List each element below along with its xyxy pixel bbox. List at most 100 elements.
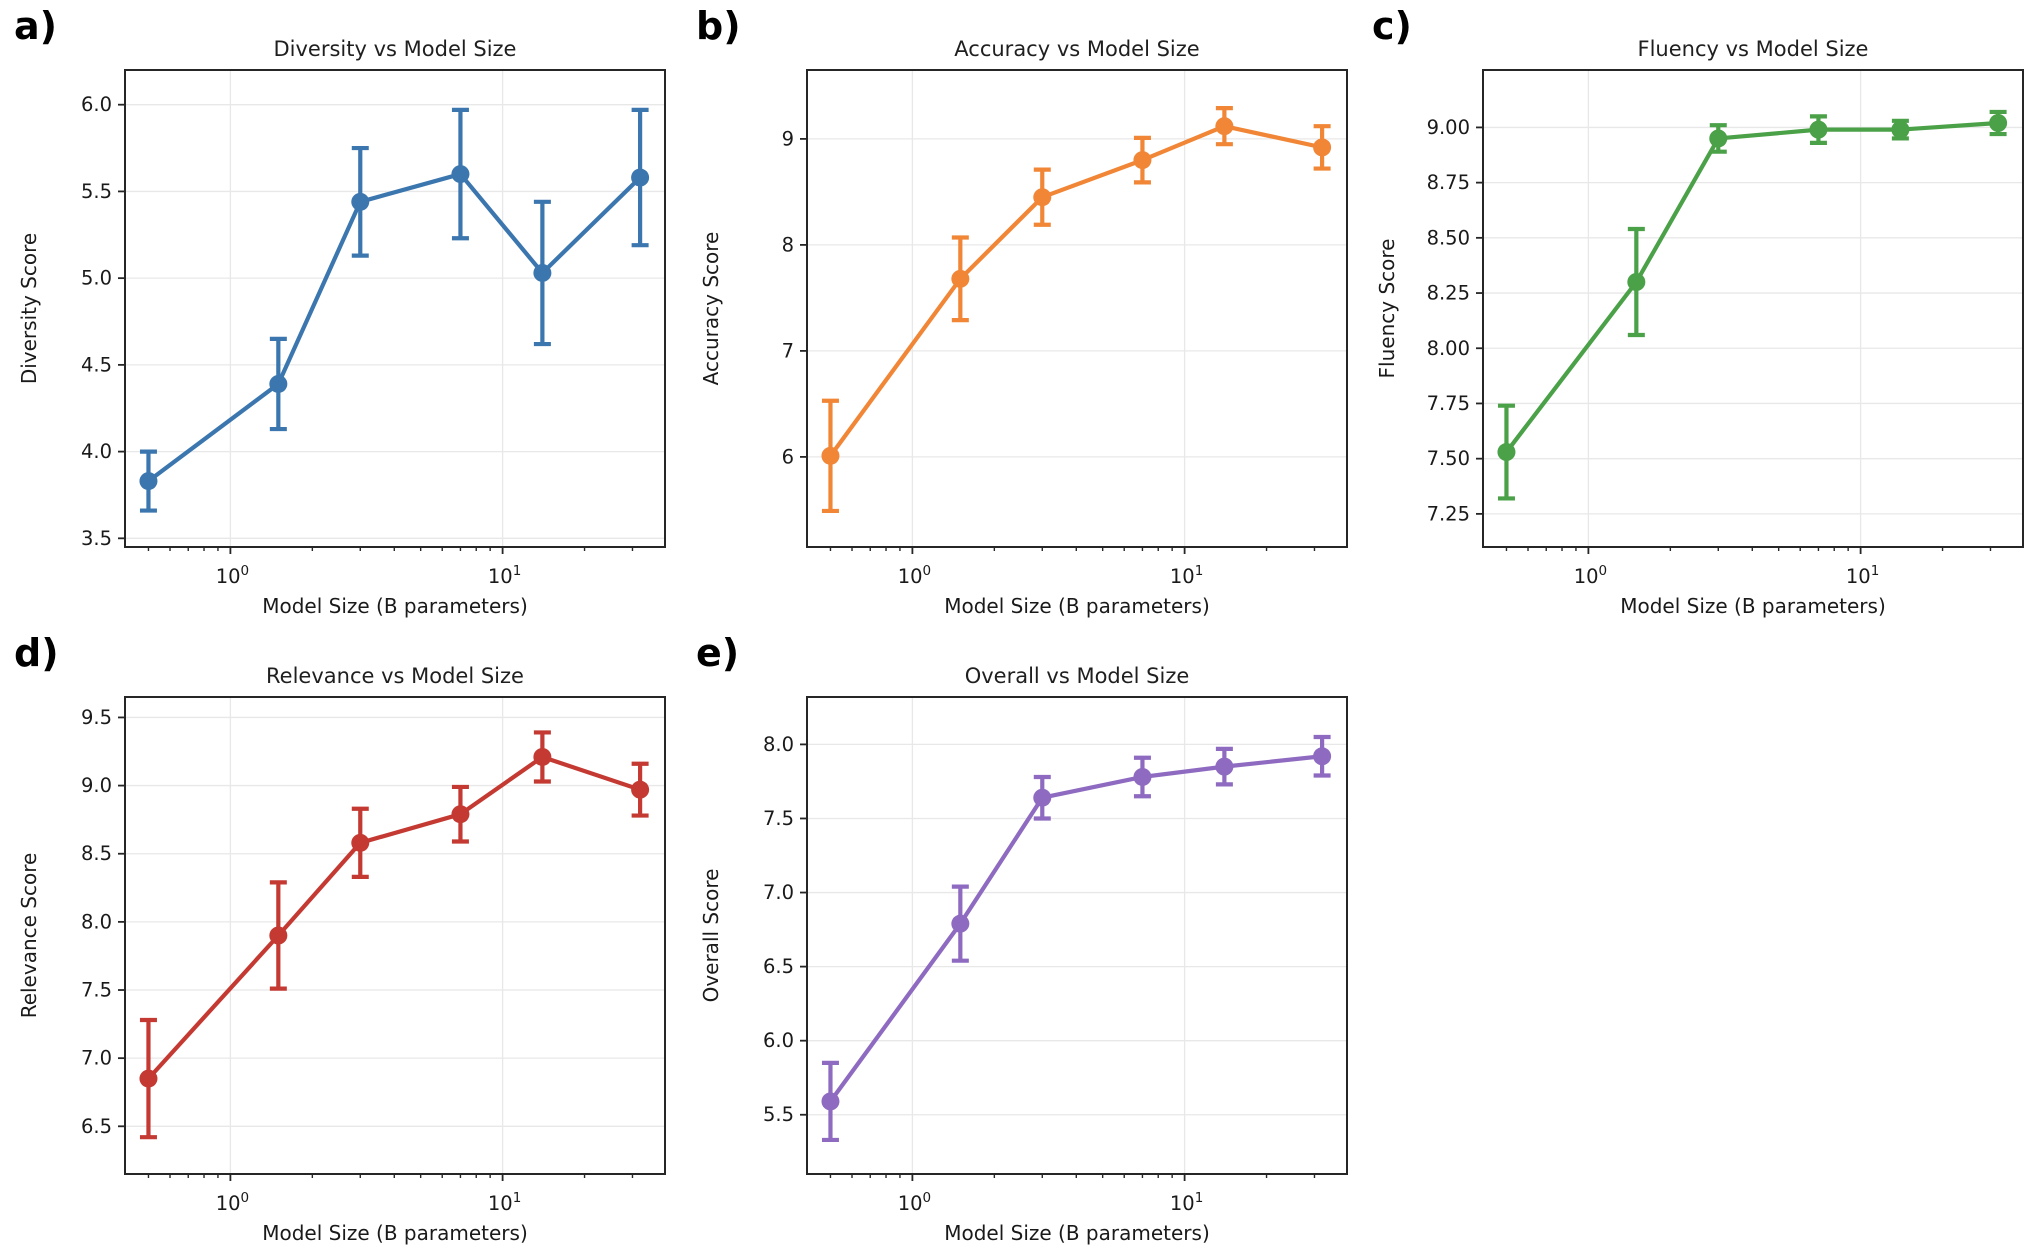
y-tick-label: 6.0 xyxy=(81,93,112,116)
data-point xyxy=(1133,767,1152,786)
y-tick-label: 6 xyxy=(782,445,794,468)
panel-label-a: a) xyxy=(14,4,58,48)
data-point xyxy=(821,1092,840,1111)
panel-c-fluency: c) 7.25 7.50 7.75 8.00 8.25 8.50 8.75 9.00 100 10… xyxy=(1358,0,2044,627)
panel-a-diversity: a) 3.5 4.0 4.5 5.0 5.5 6.0 100 101 Diversity vs … xyxy=(0,0,686,627)
x-axis-label: Model Size (B parameters) xyxy=(944,1221,1210,1245)
axes-spines xyxy=(1482,69,2024,548)
data-point xyxy=(1215,117,1234,136)
panel-label-b: b) xyxy=(696,4,741,48)
y-tick-label: 4.5 xyxy=(81,353,112,376)
y-tick-label: 5.5 xyxy=(763,1103,794,1126)
x-tick-label: 100 xyxy=(1574,563,1607,588)
y-tick-label: 3.5 xyxy=(81,527,112,550)
data-point xyxy=(451,165,470,184)
panel-d-relevance: d) 6.5 7.0 7.5 8.0 8.5 9.0 9.5 100 101 Relevance … xyxy=(0,627,686,1250)
x-tick-label: 101 xyxy=(1846,563,1879,588)
y-tick-label: 7.5 xyxy=(763,807,794,830)
data-point xyxy=(631,168,650,187)
y-tick-label: 4.0 xyxy=(81,440,112,463)
data-point xyxy=(1891,120,1910,139)
data-point xyxy=(269,926,288,945)
x-tick-label: 101 xyxy=(1170,1190,1203,1215)
x-tick-label: 101 xyxy=(488,1190,521,1215)
y-tick-label: 7.0 xyxy=(81,1047,112,1070)
axes-spines xyxy=(124,69,666,548)
y-axis-label: Diversity Score xyxy=(17,233,41,384)
plot-background xyxy=(1483,70,2023,547)
data-point xyxy=(1497,443,1516,462)
y-tick-label: 8.25 xyxy=(1427,282,1470,305)
data-point xyxy=(1709,129,1728,148)
data-point xyxy=(1215,757,1234,776)
x-axis-label: Model Size (B parameters) xyxy=(944,594,1210,618)
data-point xyxy=(451,805,470,824)
y-tick-label: 9.5 xyxy=(81,706,112,729)
data-point xyxy=(1133,151,1152,170)
y-axis-label: Overall Score xyxy=(699,869,723,1003)
data-line xyxy=(1504,120,2001,455)
y-tick-label: 8.5 xyxy=(81,842,112,865)
y-tick-label: 7.25 xyxy=(1427,502,1470,525)
chart-title: Diversity vs Model Size xyxy=(274,37,517,61)
x-tick-label: 101 xyxy=(488,563,521,588)
chart-title: Accuracy vs Model Size xyxy=(954,37,1199,61)
plot-background xyxy=(125,70,665,547)
data-point xyxy=(1809,120,1828,139)
overall-plot: 5.5 6.0 6.5 7.0 7.5 8.0 100 101 Overall vs Model… xyxy=(699,664,1348,1245)
chart-title: Fluency vs Model Size xyxy=(1638,37,1869,61)
data-point xyxy=(1989,114,2008,132)
axes-spines xyxy=(806,696,1348,1175)
diversity-plot: 3.5 4.0 4.5 5.0 5.5 6.0 100 101 Diversity vs Mod… xyxy=(17,37,666,618)
panel-label-c: c) xyxy=(1372,4,1412,48)
data-point xyxy=(1627,273,1646,291)
y-tick-label: 6.5 xyxy=(81,1115,112,1138)
y-tick-label: 6.0 xyxy=(763,1029,794,1052)
y-tick-label: 8.50 xyxy=(1427,226,1470,249)
data-point xyxy=(139,1069,158,1088)
data-line xyxy=(828,754,1325,1104)
y-tick-label: 9 xyxy=(782,127,794,150)
plot-background xyxy=(807,697,1347,1174)
y-tick-label: 7 xyxy=(782,339,794,362)
y-tick-label: 5.5 xyxy=(81,180,112,203)
y-tick-label: 9.0 xyxy=(81,774,112,797)
y-tick-label: 8 xyxy=(782,233,794,256)
data-line xyxy=(146,754,643,1081)
y-tick-label: 8.75 xyxy=(1427,171,1470,194)
data-point xyxy=(821,446,840,465)
y-tick-label: 7.0 xyxy=(763,881,794,904)
x-tick-label: 101 xyxy=(1170,563,1203,588)
chart-title: Overall vs Model Size xyxy=(965,664,1190,688)
y-tick-label: 8.0 xyxy=(763,733,794,756)
data-point xyxy=(139,472,158,491)
panel-e-overall: e) 5.5 6.0 6.5 7.0 7.5 8.0 100 101 Overall vs Mo… xyxy=(682,627,1368,1250)
y-tick-label: 7.50 xyxy=(1427,447,1470,470)
data-point xyxy=(533,263,552,282)
chart-title: Relevance vs Model Size xyxy=(266,664,524,688)
data-point xyxy=(269,374,288,393)
data-point xyxy=(951,914,970,933)
y-axis-label: Relevance Score xyxy=(17,853,41,1019)
data-point xyxy=(1313,747,1332,766)
plot-background xyxy=(807,70,1347,547)
y-axis-label: Fluency Score xyxy=(1375,239,1399,379)
x-axis-label: Model Size (B parameters) xyxy=(262,1221,528,1245)
y-tick-label: 9.00 xyxy=(1427,116,1470,139)
panel-b-accuracy: b) 6 7 8 9 100 101 Accuracy vs Model Size Model… xyxy=(682,0,1368,627)
data-point xyxy=(351,192,370,211)
plot-background xyxy=(125,697,665,1174)
data-point xyxy=(951,269,970,288)
y-tick-label: 8.0 xyxy=(81,910,112,933)
axes-spines xyxy=(806,69,1348,548)
data-point xyxy=(351,833,370,852)
y-tick-label: 8.00 xyxy=(1427,337,1470,360)
y-tick-label: 7.75 xyxy=(1427,392,1470,415)
x-tick-label: 100 xyxy=(216,563,249,588)
relevance-plot: 6.5 7.0 7.5 8.0 8.5 9.0 9.5 100 101 Relevance vs … xyxy=(17,664,666,1245)
y-axis-label: Accuracy Score xyxy=(699,232,723,386)
data-point xyxy=(1033,188,1052,207)
data-point xyxy=(533,747,552,766)
x-tick-label: 100 xyxy=(216,1190,249,1215)
